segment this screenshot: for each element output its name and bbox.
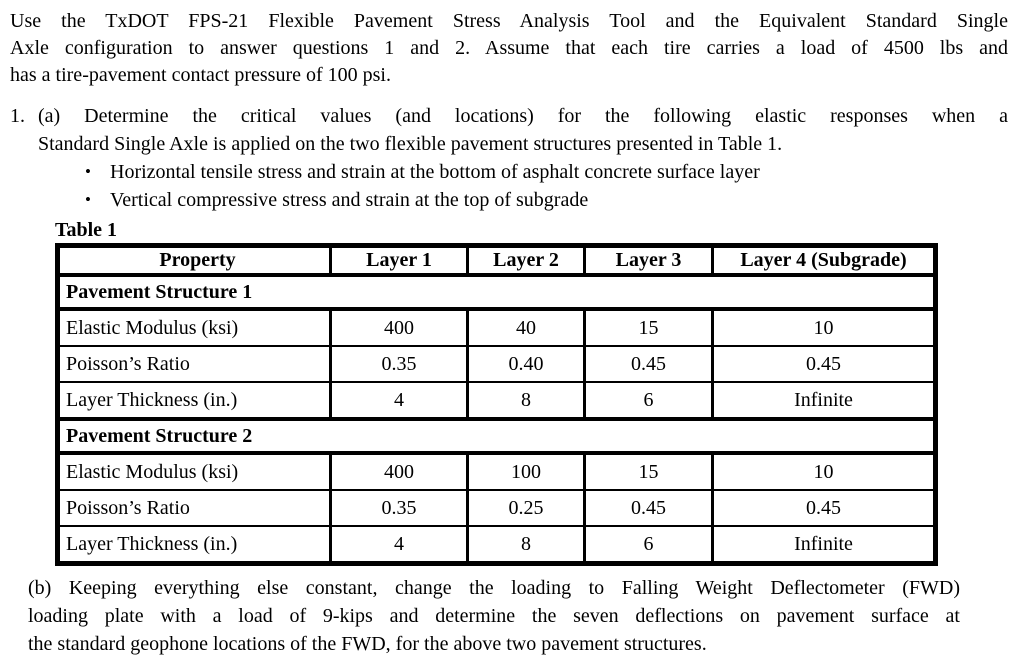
property-cell: Layer Thickness (in.) [56,381,332,420]
table-row-s1-poissons-ratio: Poisson’s Ratio 0.35 0.40 0.45 0.45 [56,345,937,383]
intro-line-3: has a tire-pavement contact pressure of … [10,64,391,86]
table-1-container: Property Layer 1 Layer 2 Layer 3 Layer 4… [55,243,938,566]
column-header-layer-4: Layer 4 (Subgrade) [711,244,937,277]
part-b-line-1: (b) Keeping everything else constant, ch… [28,577,960,599]
value-cell: 4 [329,381,469,420]
part-b-line-2: loading plate with a load of 9-kips and … [28,605,960,627]
table-caption: Table 1 [55,219,118,241]
value-cell: 0.35 [329,489,469,527]
table-row-s1-layer-thickness: Layer Thickness (in.) 4 8 6 Infinite [56,381,937,420]
bullet-icon: • [85,162,91,181]
value-cell: 0.35 [329,345,469,383]
property-cell: Poisson’s Ratio [56,345,332,383]
table-header-row: Property Layer 1 Layer 2 Layer 3 Layer 4… [56,244,937,277]
value-cell: 6 [583,525,714,565]
property-cell: Elastic Modulus (ksi) [56,308,332,347]
property-cell: Elastic Modulus (ksi) [56,452,332,491]
value-cell: 6 [583,381,714,420]
bullet-text-2: Vertical compressive stress and strain a… [110,189,589,211]
table-row-s2-elastic-modulus: Elastic Modulus (ksi) 400 100 15 10 [56,452,937,491]
intro-paragraph: Use the TxDOT FPS-21 Flexible Pavement S… [10,8,1008,89]
table-row-s2-poissons-ratio: Poisson’s Ratio 0.35 0.25 0.45 0.45 [56,489,937,527]
value-cell: 8 [466,525,586,565]
question-1-part-a: 1. (a) Determine the critical values (an… [10,102,1008,130]
value-cell: 0.45 [583,489,714,527]
bullet-item-1: • Horizontal tensile stress and strain a… [85,158,1008,186]
question-number: 1. [10,105,25,127]
value-cell: 40 [466,308,586,347]
part-b-paragraph: (b) Keeping everything else constant, ch… [28,574,960,658]
value-cell: 8 [466,381,586,420]
value-cell: 0.25 [466,489,586,527]
value-cell: 400 [329,452,469,491]
property-cell: Layer Thickness (in.) [56,525,332,565]
value-cell: 15 [583,308,714,347]
value-cell: 0.45 [711,345,937,383]
section-title: Pavement Structure 1 [56,273,937,311]
pavement-properties-table: Property Layer 1 Layer 2 Layer 3 Layer 4… [55,243,938,566]
column-header-layer-3: Layer 3 [583,244,714,277]
table-row-s1-elastic-modulus: Elastic Modulus (ksi) 400 40 15 10 [56,308,937,347]
column-header-property: Property [56,244,332,277]
bullet-text-1: Horizontal tensile stress and strain at … [110,161,760,183]
value-cell: 4 [329,525,469,565]
section-row-structure-1: Pavement Structure 1 [56,273,937,311]
property-cell: Poisson’s Ratio [56,489,332,527]
intro-line-2: Axle configuration to answer questions 1… [10,37,1008,59]
part-a-line-2: Standard Single Axle is applied on the t… [38,133,783,155]
section-row-structure-2: Pavement Structure 2 [56,417,937,455]
column-header-layer-1: Layer 1 [329,244,469,277]
part-b-line-3: the standard geophone locations of the F… [28,633,707,655]
table-row-s2-layer-thickness: Layer Thickness (in.) 4 8 6 Infinite [56,525,937,565]
value-cell: 0.45 [711,489,937,527]
question-1: 1. (a) Determine the critical values (an… [10,102,1008,214]
intro-line-1: Use the TxDOT FPS-21 Flexible Pavement S… [10,10,1008,32]
value-cell: 10 [711,308,937,347]
value-cell: 0.40 [466,345,586,383]
value-cell: Infinite [711,525,937,565]
value-cell: 400 [329,308,469,347]
bullet-icon: • [85,190,91,209]
value-cell: 15 [583,452,714,491]
value-cell: Infinite [711,381,937,420]
section-title: Pavement Structure 2 [56,417,937,455]
part-a-line-1: (a) Determine the critical values (and l… [38,105,1008,127]
column-header-layer-2: Layer 2 [466,244,586,277]
value-cell: 0.45 [583,345,714,383]
bullet-item-2: • Vertical compressive stress and strain… [85,186,1008,214]
value-cell: 10 [711,452,937,491]
value-cell: 100 [466,452,586,491]
